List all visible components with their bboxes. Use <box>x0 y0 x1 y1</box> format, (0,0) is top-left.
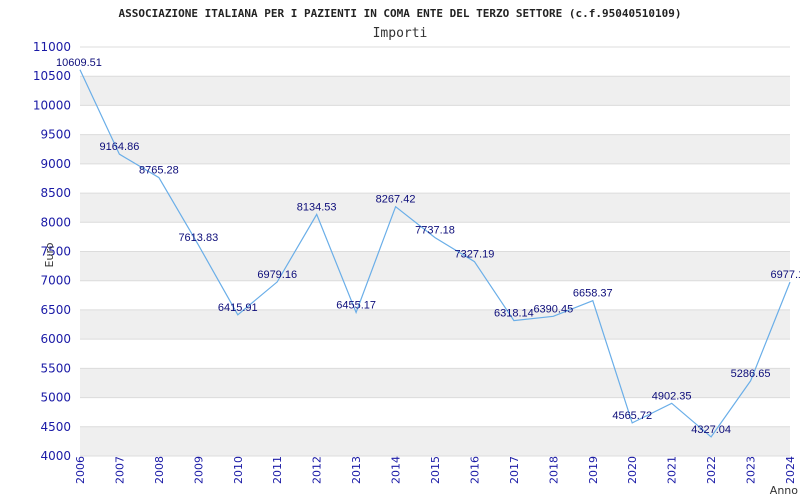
x-axis-label: Anno <box>770 484 798 497</box>
y-axis-ticks: 4000 4500 5000 5500 6000 6500 7000 7500 8000 8500… <box>33 40 71 463</box>
data-label: 7613.83 <box>178 232 218 244</box>
grid-band <box>80 134 790 164</box>
x-tick-label: 2010 <box>232 456 245 484</box>
x-tick-label: 2021 <box>666 456 679 484</box>
data-label: 6415.91 <box>218 302 258 314</box>
x-tick-label: 2023 <box>745 456 758 484</box>
grid-band <box>80 76 790 106</box>
data-label: 6977.11 <box>771 269 800 281</box>
y-tick-label: 4500 <box>40 420 71 434</box>
y-tick-label: 6500 <box>40 303 71 317</box>
y-tick-label: 5000 <box>40 391 71 405</box>
x-axis-ticks: 2006 2007 2008 2009 2010 2011 2012 2013 2014 2015… <box>74 456 797 484</box>
x-tick-label: 2007 <box>113 456 126 484</box>
data-label: 4565.72 <box>612 410 652 422</box>
x-tick-label: 2012 <box>311 456 324 484</box>
x-tick-label: 2016 <box>468 456 481 484</box>
grid-band <box>80 251 790 281</box>
grid-band <box>80 309 790 340</box>
y-tick-label: 6000 <box>40 332 71 346</box>
data-label: 6318.14 <box>494 308 534 320</box>
y-tick-label: 8500 <box>40 186 71 200</box>
y-tick-label: 10500 <box>33 69 71 83</box>
series-line <box>79 69 791 438</box>
y-tick-label: 5500 <box>40 361 71 375</box>
y-axis-label: Euro <box>43 242 56 267</box>
data-label: 4902.35 <box>652 390 692 402</box>
data-label: 6979.16 <box>257 269 297 281</box>
y-tick-label: 8000 <box>40 215 71 229</box>
x-tick-label: 2024 <box>784 456 797 484</box>
data-labels: 10609.51 9164.86 8765.28 7613.83 6415.91 6979… <box>56 57 800 436</box>
y-tick-label: 7000 <box>40 274 71 288</box>
x-tick-label: 2011 <box>271 456 284 484</box>
grid-band <box>80 368 790 398</box>
x-tick-label: 2009 <box>192 456 205 484</box>
x-tick-label: 2013 <box>350 456 363 484</box>
y-tick-label: 7500 <box>40 245 71 259</box>
x-tick-label: 2014 <box>390 456 403 484</box>
x-tick-label: 2017 <box>508 456 521 484</box>
data-label: 8765.28 <box>139 165 179 177</box>
y-tick-label: 4000 <box>40 449 71 463</box>
x-tick-label: 2018 <box>547 456 560 484</box>
data-label: 7327.19 <box>455 249 495 261</box>
series-group <box>79 69 791 438</box>
data-label: 10609.51 <box>56 57 102 69</box>
grid-band <box>80 426 790 456</box>
gridlines <box>80 46 790 457</box>
y-tick-label: 9000 <box>40 157 71 171</box>
x-tick-label: 2006 <box>74 456 87 484</box>
data-label: 9164.86 <box>100 141 140 153</box>
grid-band <box>80 193 790 223</box>
y-tick-label: 10000 <box>33 98 71 112</box>
data-label: 6455.17 <box>336 300 376 312</box>
data-label: 5286.65 <box>731 368 771 380</box>
data-label: 4327.04 <box>691 424 731 436</box>
data-label: 6390.45 <box>533 303 573 315</box>
chart-subtitle: Importi <box>373 26 428 41</box>
data-label: 8134.53 <box>297 201 337 213</box>
x-tick-label: 2019 <box>587 456 600 484</box>
background-bands <box>80 76 790 456</box>
y-tick-label: 9500 <box>40 128 71 142</box>
x-tick-label: 2022 <box>705 456 718 484</box>
chart-title: ASSOCIAZIONE ITALIANA PER I PAZIENTI IN … <box>119 7 682 20</box>
x-tick-label: 2015 <box>429 456 442 484</box>
x-tick-label: 2008 <box>153 456 166 484</box>
x-tick-label: 2020 <box>626 456 639 484</box>
data-label: 6658.37 <box>573 288 613 300</box>
data-label: 8267.42 <box>376 194 416 206</box>
data-label: 7737.18 <box>415 225 455 237</box>
y-tick-label: 11000 <box>33 40 71 54</box>
